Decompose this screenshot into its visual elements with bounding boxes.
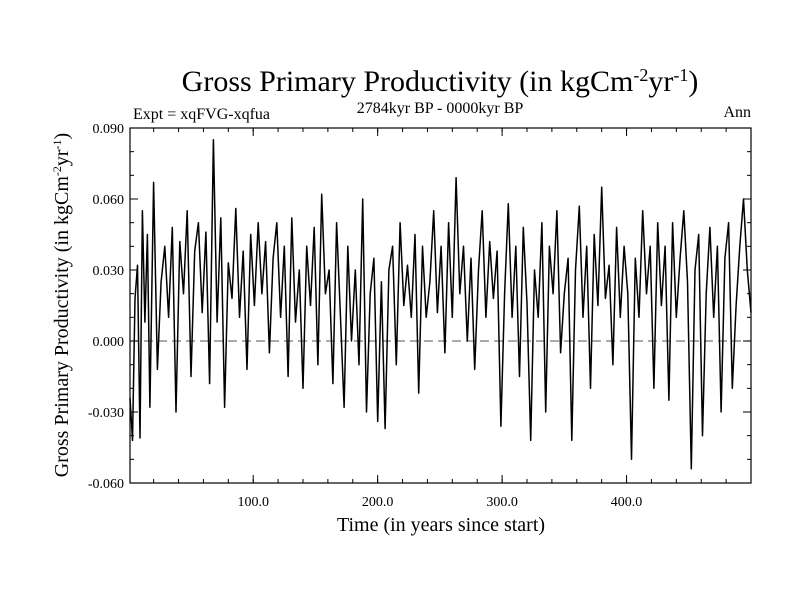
x-tick-label: 100.0 bbox=[237, 495, 269, 510]
y-axis-label-main: Gross Primary Productivity (in kgCm bbox=[51, 176, 73, 478]
chart-title-mid: yr bbox=[648, 65, 673, 98]
chart-title-sup2: -1 bbox=[673, 65, 688, 85]
x-axis-label: Time (in years since start) bbox=[337, 514, 545, 536]
x-tick-label: 200.0 bbox=[362, 495, 394, 510]
expt-label: Expt = xqFVG-xqfua bbox=[133, 106, 270, 123]
y-tick-label: 0.060 bbox=[93, 193, 125, 208]
y-axis-label-sup2: -1 bbox=[50, 139, 64, 149]
chart-title: Gross Primary Productivity (in kgCm-2yr-… bbox=[182, 65, 699, 98]
y-axis-label: Gross Primary Productivity (in kgCm-2yr-… bbox=[50, 133, 73, 477]
x-axis-ticks: 100.0 200.0 300.0 400.0 bbox=[153, 128, 752, 510]
season-label: Ann bbox=[723, 104, 751, 121]
y-axis-label-sup1: -2 bbox=[50, 166, 64, 176]
y-tick-label: -0.060 bbox=[88, 477, 124, 492]
y-tick-label: 0.030 bbox=[93, 264, 125, 279]
x-tick-label: 300.0 bbox=[486, 495, 518, 510]
y-tick-label: 0.090 bbox=[93, 122, 125, 137]
x-tick-label: 400.0 bbox=[611, 495, 643, 510]
y-tick-label: 0.000 bbox=[93, 335, 125, 350]
y-axis-label-end: ) bbox=[51, 133, 73, 140]
chart-title-sup1: -2 bbox=[633, 65, 648, 85]
period-label: 2784kyr BP - 0000kyr BP bbox=[357, 100, 524, 117]
y-tick-label: -0.030 bbox=[88, 406, 124, 421]
series-line bbox=[129, 139, 752, 470]
y-axis-ticks: -0.060 -0.030 0.000 0.030 0.060 0.090 bbox=[88, 122, 751, 492]
chart-title-end: ) bbox=[688, 65, 698, 98]
chart-title-main: Gross Primary Productivity (in kgCm bbox=[182, 65, 634, 98]
y-axis-label-mid: yr bbox=[51, 149, 73, 166]
